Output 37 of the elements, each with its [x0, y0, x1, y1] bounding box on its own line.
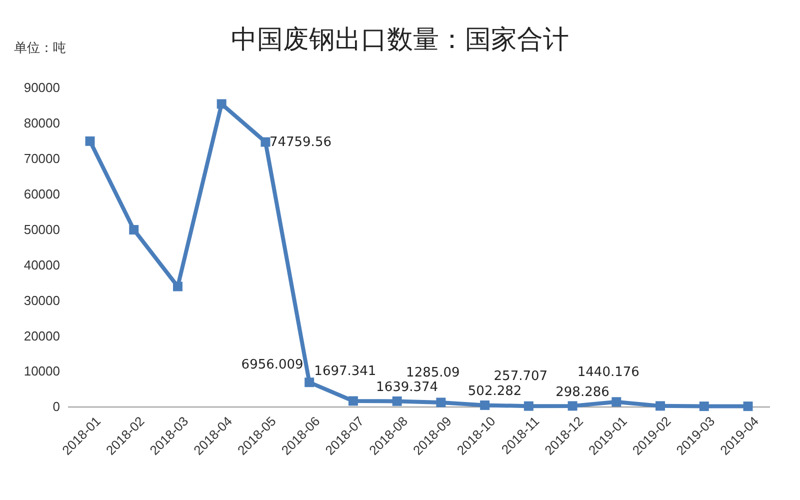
- point: [612, 397, 622, 407]
- data-label: 1440.176: [577, 364, 640, 380]
- data-label: 1697.341: [314, 364, 376, 379]
- data-label: 1639.374: [376, 380, 438, 396]
- point: [392, 396, 402, 406]
- data-label: 6956.009: [241, 357, 304, 372]
- y-tick-label: 80000: [24, 116, 60, 131]
- y-axis-title: 单位：吨: [14, 41, 66, 56]
- y-tick-label: 0: [52, 399, 60, 414]
- point: [568, 401, 578, 411]
- y-tick-label: 10000: [24, 364, 60, 379]
- point: [656, 401, 666, 411]
- point: [524, 401, 534, 411]
- y-tick-label: 30000: [24, 292, 60, 308]
- y-tick-label: 40000: [24, 257, 60, 272]
- point: [699, 402, 709, 412]
- data-label: 502.282: [468, 384, 522, 400]
- y-tick-label: 60000: [24, 186, 60, 202]
- point: [436, 398, 446, 408]
- point: [216, 99, 226, 109]
- point: [85, 136, 95, 146]
- point: [743, 402, 753, 412]
- data-label: 1285.09: [406, 365, 460, 380]
- point: [260, 137, 270, 147]
- point: [348, 396, 358, 406]
- point: [172, 282, 182, 292]
- data-label: 74759.56: [269, 135, 332, 150]
- y-tick-label: 20000: [24, 328, 60, 344]
- point: [480, 400, 490, 410]
- point: [129, 225, 139, 235]
- y-tick-label: 70000: [24, 151, 60, 166]
- y-tick-label: 90000: [24, 80, 60, 96]
- y-tick-label: 50000: [24, 222, 60, 237]
- data-label: 298.286: [556, 384, 610, 400]
- chart-title: 中国废钢出口数量：国家合计: [231, 25, 569, 55]
- data-label: 257.707: [494, 369, 548, 384]
- point: [304, 378, 314, 388]
